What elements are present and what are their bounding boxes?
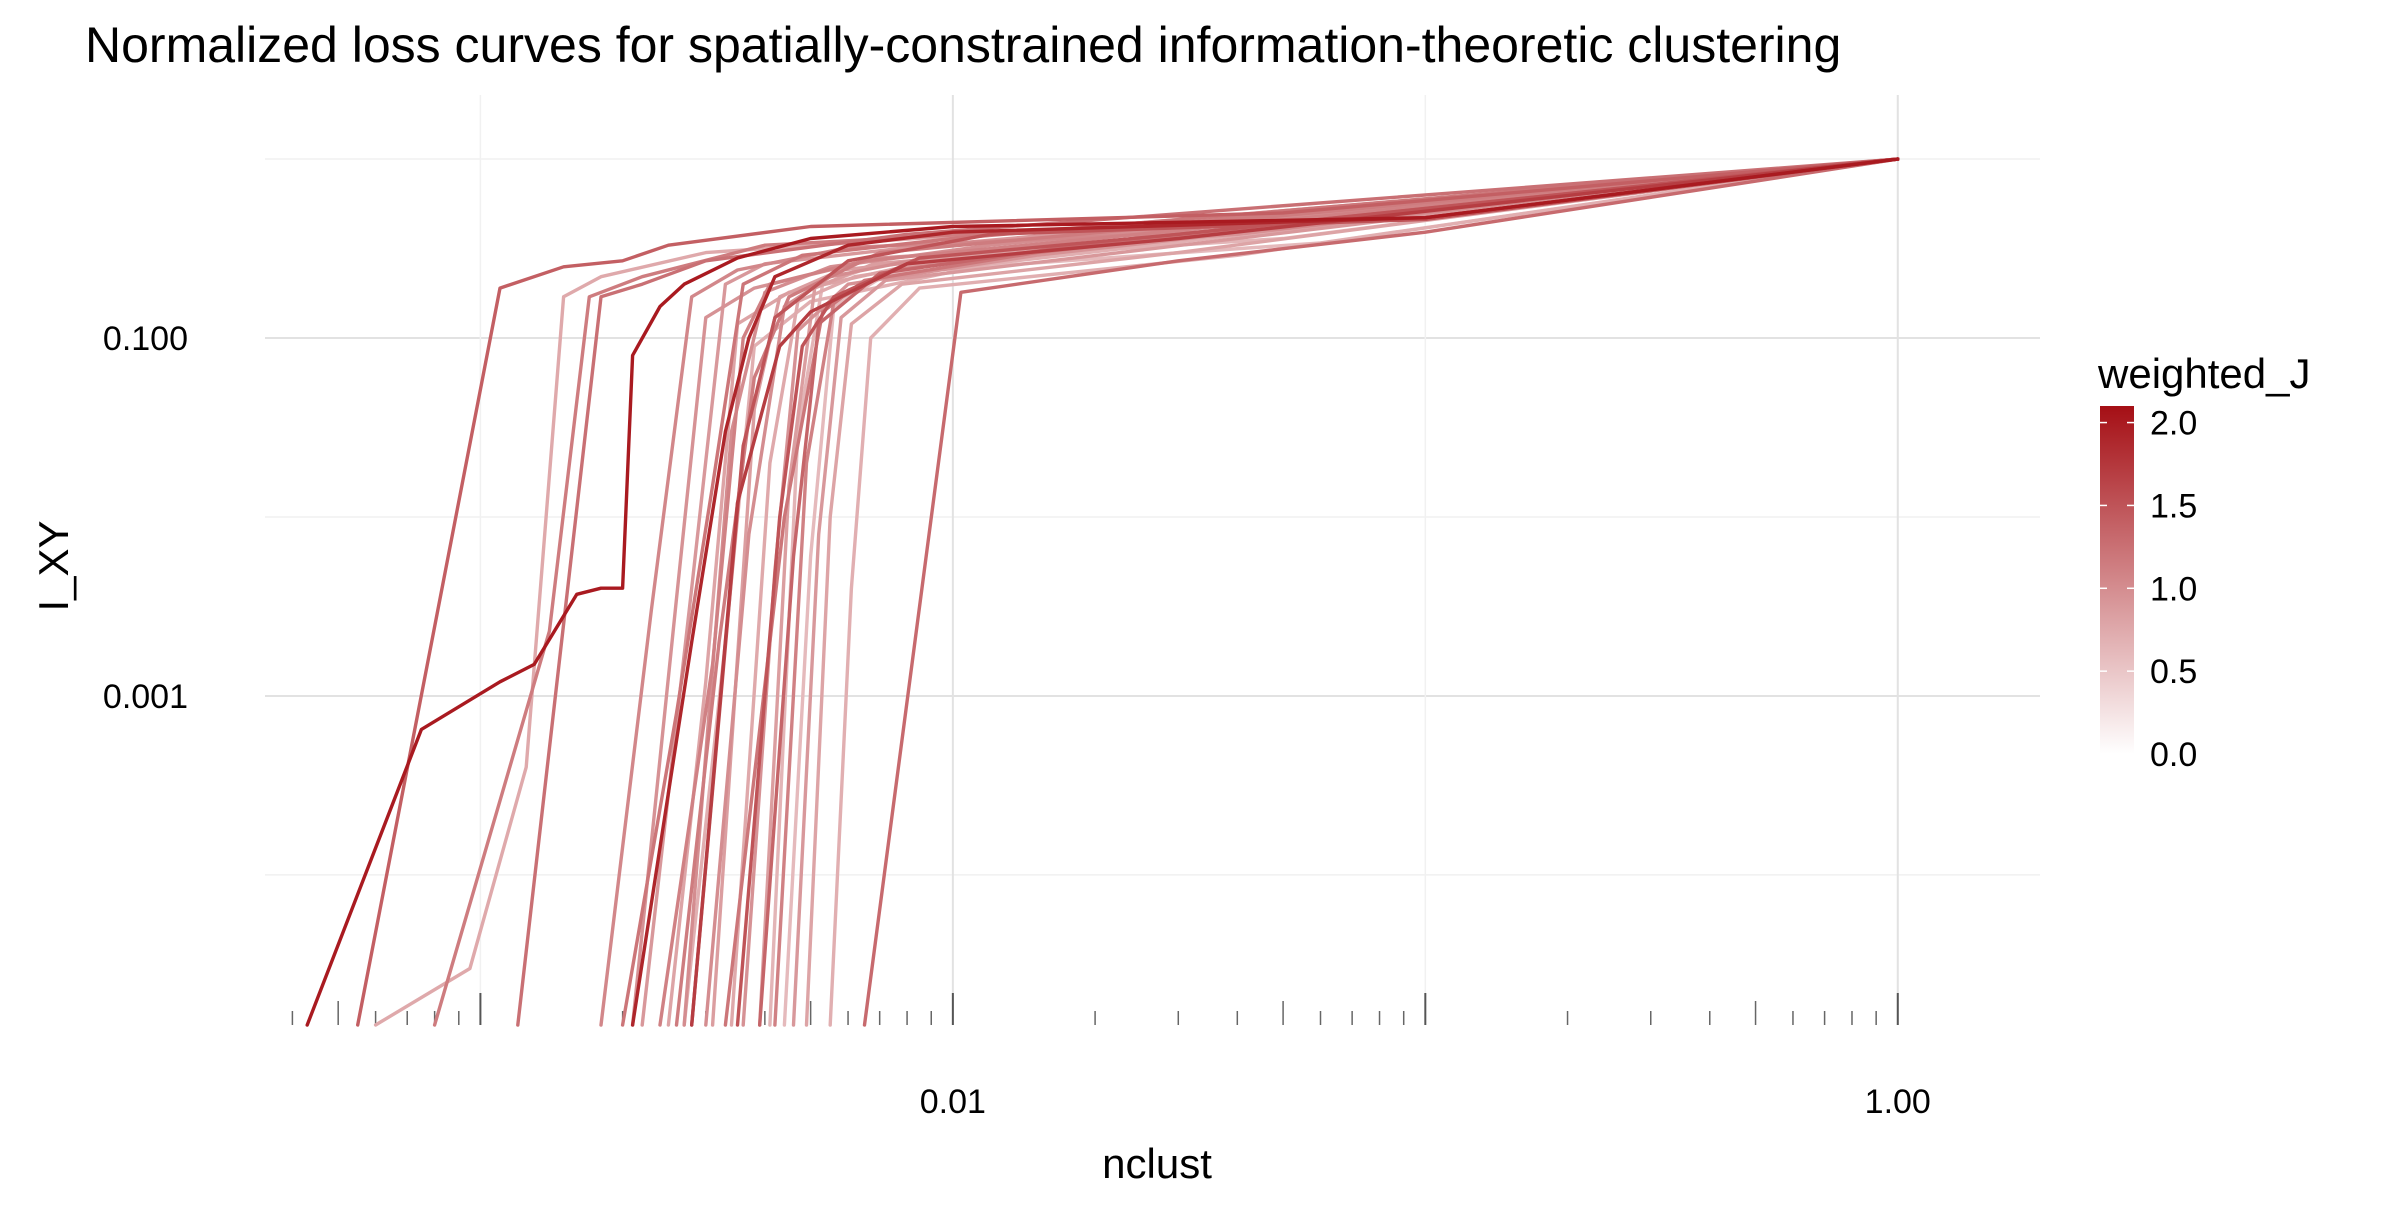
colorbar-tick-label: 1.0 — [2150, 570, 2197, 608]
legend-title: weighted_J — [2097, 350, 2310, 397]
x-axis-label: nclust — [1102, 1140, 1212, 1187]
colorbar-tick-label: 0.0 — [2150, 736, 2197, 774]
series-line — [305, 157, 1900, 1027]
series-line — [620, 157, 1900, 1027]
colorbar-ticks: 2.0 1.5 1.0 0.5 0.0 — [2100, 405, 2197, 774]
series-line — [516, 157, 1900, 1027]
series-line — [373, 157, 1900, 1027]
chart-title: Normalized loss curves for spatially-con… — [85, 17, 1841, 73]
x-tick-label: 0.01 — [920, 1083, 986, 1121]
series-line — [804, 157, 1900, 1027]
series-line — [690, 157, 1900, 1027]
series-line — [704, 157, 1900, 1027]
series-line — [723, 157, 1900, 1027]
colorbar-tick-label: 1.5 — [2150, 487, 2197, 525]
y-tick-label: 0.001 — [103, 678, 188, 716]
x-tick-label: 1.00 — [1865, 1083, 1931, 1121]
colorbar-gradient — [2100, 406, 2134, 754]
series-line — [710, 157, 1900, 1027]
legend-colorbar: weighted_J 2.0 1.5 1.0 0.5 0.0 — [2097, 350, 2310, 774]
series-line — [758, 157, 1900, 1027]
series-line — [735, 157, 1900, 1027]
series-line — [782, 157, 1900, 1027]
x-rug-ticks — [291, 993, 1899, 1025]
y-axis-label: I_XY — [30, 520, 77, 611]
series-line — [356, 157, 1900, 1027]
series-line — [658, 157, 1900, 1027]
series-line — [773, 157, 1900, 1027]
series-line — [828, 157, 1900, 1027]
series-line — [791, 157, 1900, 1027]
series-layer — [305, 157, 1900, 1027]
colorbar-tick-label: 0.5 — [2150, 653, 2197, 691]
y-tick-label: 0.100 — [103, 320, 188, 358]
colorbar-tick-label: 2.0 — [2150, 405, 2197, 443]
series-line — [630, 157, 1900, 1027]
series-line — [758, 157, 1900, 1027]
series-line — [682, 157, 1900, 1027]
series-line — [768, 157, 1900, 1027]
series-line — [862, 157, 1900, 1027]
axis-layer: 0.100 0.001 0.01 1.00 — [103, 320, 1931, 1121]
series-line — [729, 157, 1900, 1027]
